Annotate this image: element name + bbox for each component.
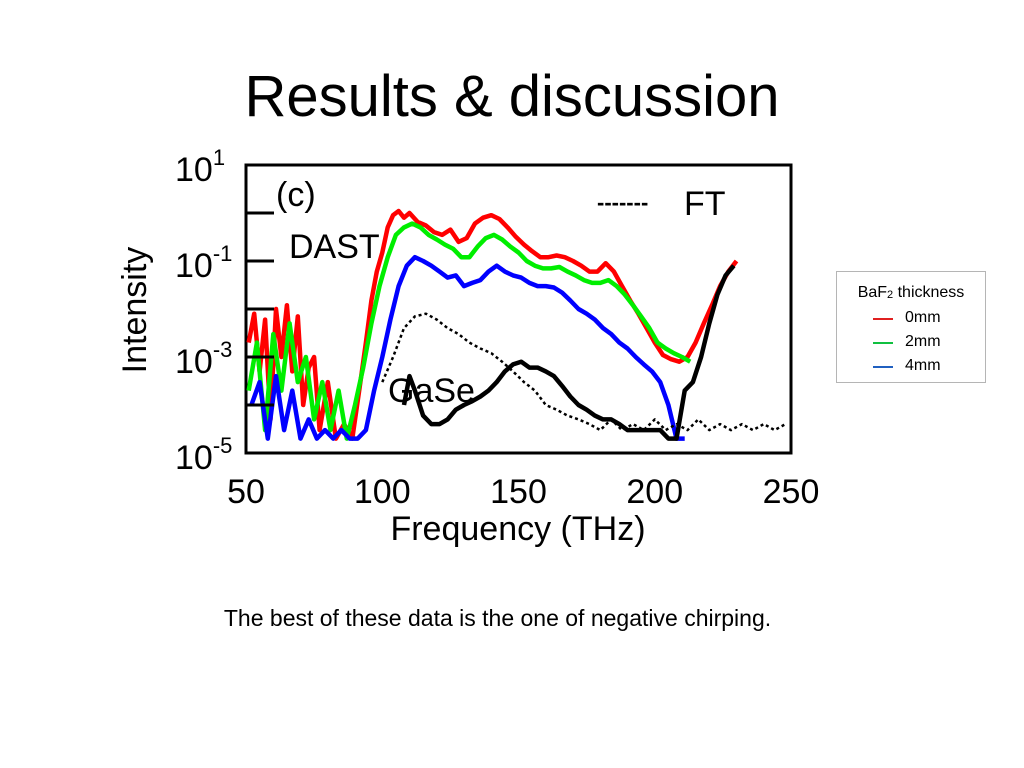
x-tick-label: 150 xyxy=(490,473,547,511)
intensity-spectrum-chart: 50 100 150 200 250 101 10-1 10-3 10-5 (c) DAST G… xyxy=(116,145,820,548)
y-tick-label: 10-3 xyxy=(175,337,232,381)
legend-box: BaF2 thickness 0mm 2mm 4mm xyxy=(836,271,986,383)
slide-caption: The best of these data is the one of neg… xyxy=(223,605,772,631)
legend-swatch-green xyxy=(873,342,893,344)
legend-title-rest: thickness xyxy=(893,284,965,301)
legend-item-2mm: 2mm xyxy=(837,330,985,354)
legend-label: 2mm xyxy=(905,333,941,350)
legend-label: 0mm xyxy=(905,309,941,326)
x-tick-label: 250 xyxy=(763,473,820,511)
x-axis-label: Frequency (THz) xyxy=(390,510,645,548)
y-axis-label: Intensity xyxy=(116,247,154,374)
gase-label: GaSe xyxy=(388,372,475,410)
legend-swatch-blue xyxy=(873,366,893,368)
x-tick-label: 200 xyxy=(626,473,683,511)
panel-label: (c) xyxy=(276,176,316,214)
legend-item-4mm: 4mm xyxy=(837,354,985,378)
y-tick-label: 101 xyxy=(175,145,225,189)
series-line-2mm xyxy=(246,221,692,441)
y-tick-label: 10-5 xyxy=(175,433,232,477)
slide-title: Results & discussion xyxy=(244,64,780,129)
legend-title-subscript: 2 xyxy=(887,289,894,301)
legend-title-base: BaF xyxy=(857,284,888,301)
ft-label: FT xyxy=(684,185,726,223)
y-tick-label: 10-1 xyxy=(175,241,232,285)
dast-label: DAST xyxy=(289,228,380,266)
ft-dash-marker: ------- xyxy=(597,190,648,215)
legend-item-0mm: 0mm xyxy=(837,306,985,330)
legend-title: BaF2 thickness xyxy=(837,281,985,306)
legend-label: 4mm xyxy=(905,357,941,374)
series-line-4mm xyxy=(249,254,685,441)
series-line-gase xyxy=(401,264,736,441)
x-tick-label: 100 xyxy=(354,473,411,511)
x-tick-label: 50 xyxy=(227,473,265,511)
legend-swatch-red xyxy=(873,318,893,320)
